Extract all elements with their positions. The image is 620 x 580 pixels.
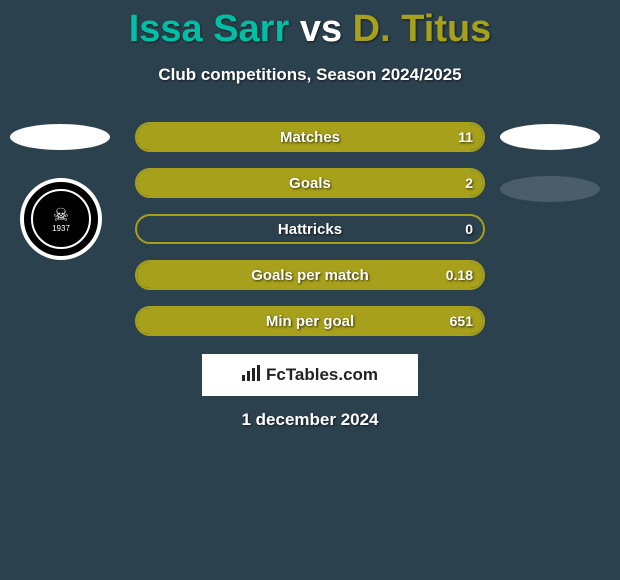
logo-text: FcTables.com xyxy=(266,365,378,385)
bar-chart-icon xyxy=(242,365,260,386)
stat-bar-value: 0.18 xyxy=(446,262,473,288)
stat-bar-value: 651 xyxy=(450,308,473,334)
player1-name: Issa Sarr xyxy=(129,8,290,50)
fctables-logo: FcTables.com xyxy=(202,354,418,396)
stat-bar-row: Hattricks0 xyxy=(135,214,485,244)
snapshot-date: 1 december 2024 xyxy=(0,410,620,430)
stat-bar-label: Goals xyxy=(137,170,483,196)
stat-bar-label: Goals per match xyxy=(137,262,483,288)
placeholder-ellipse-right-bottom xyxy=(500,176,600,202)
vs-separator: vs xyxy=(300,8,342,50)
club-badge-inner: ☠ 1937 xyxy=(31,189,91,249)
placeholder-ellipse-right-top xyxy=(500,124,600,150)
comparison-title: Issa Sarr vs D. Titus xyxy=(0,0,620,51)
stat-bar-value: 0 xyxy=(465,216,473,242)
club-badge: ☠ 1937 xyxy=(20,178,102,260)
stat-bar-row: Min per goal651 xyxy=(135,306,485,336)
skull-crossbones-icon: ☠ xyxy=(53,206,69,224)
subtitle-text: Club competitions, Season 2024/2025 xyxy=(0,65,620,85)
stat-bar-label: Matches xyxy=(137,124,483,150)
badge-year: 1937 xyxy=(52,224,70,233)
stat-bar-row: Goals per match0.18 xyxy=(135,260,485,290)
stat-bar-row: Matches11 xyxy=(135,122,485,152)
stat-bar-label: Hattricks xyxy=(137,216,483,242)
stat-bar-value: 2 xyxy=(465,170,473,196)
player2-name: D. Titus xyxy=(353,8,492,50)
stats-bars-container: Matches11 Goals2 Hattricks0 Goals per match… xyxy=(135,122,485,352)
placeholder-ellipse-left xyxy=(10,124,110,150)
stat-bar-label: Min per goal xyxy=(137,308,483,334)
stat-bar-row: Goals2 xyxy=(135,168,485,198)
stat-bar-value: 11 xyxy=(458,124,473,150)
